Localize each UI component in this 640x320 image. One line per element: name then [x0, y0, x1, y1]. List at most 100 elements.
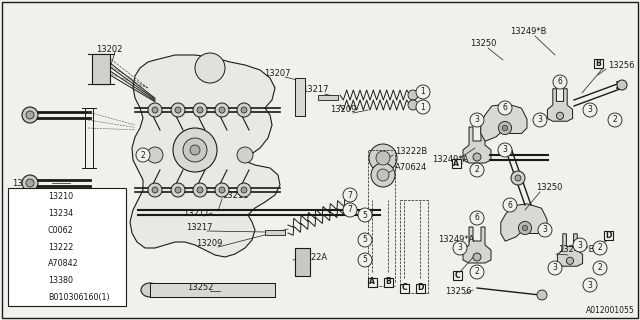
Circle shape — [343, 188, 357, 202]
Circle shape — [173, 128, 217, 172]
Circle shape — [470, 163, 484, 177]
Text: C: C — [401, 284, 407, 292]
Circle shape — [20, 224, 32, 236]
Circle shape — [241, 107, 247, 113]
Circle shape — [593, 261, 607, 275]
Circle shape — [498, 143, 512, 157]
Bar — [604, 230, 612, 239]
Text: 2: 2 — [141, 150, 145, 159]
Circle shape — [20, 258, 32, 270]
Circle shape — [343, 203, 357, 217]
Circle shape — [171, 103, 185, 117]
Circle shape — [22, 107, 38, 123]
Text: 13250: 13250 — [536, 183, 563, 193]
Text: 5: 5 — [363, 236, 367, 244]
Text: 13234: 13234 — [48, 209, 73, 218]
Text: 3: 3 — [588, 281, 593, 290]
Circle shape — [537, 290, 547, 300]
Bar — [295, 248, 310, 276]
Circle shape — [470, 265, 484, 279]
Text: 6: 6 — [24, 278, 28, 284]
Text: 2: 2 — [612, 116, 618, 124]
Text: 1: 1 — [24, 193, 28, 199]
Circle shape — [376, 151, 390, 165]
Circle shape — [503, 198, 517, 212]
Text: 3: 3 — [475, 116, 479, 124]
Text: 2: 2 — [24, 210, 28, 216]
Text: 3: 3 — [543, 226, 547, 235]
Bar — [265, 230, 285, 235]
Circle shape — [152, 187, 158, 193]
Circle shape — [215, 183, 229, 197]
Circle shape — [175, 187, 181, 193]
Text: 1: 1 — [420, 87, 426, 97]
Circle shape — [215, 103, 229, 117]
Text: 13380: 13380 — [48, 276, 73, 285]
Text: A: A — [369, 277, 375, 286]
Circle shape — [197, 107, 203, 113]
Bar — [451, 158, 461, 167]
Circle shape — [20, 275, 32, 287]
Text: 2: 2 — [598, 263, 602, 273]
Text: 3: 3 — [24, 227, 28, 233]
Text: 7: 7 — [348, 190, 353, 199]
Text: 3: 3 — [458, 244, 463, 252]
Bar — [8, 188, 126, 306]
Text: 4: 4 — [24, 244, 28, 250]
Circle shape — [608, 113, 622, 127]
Circle shape — [237, 147, 253, 163]
Text: 3: 3 — [552, 263, 557, 273]
Text: 6: 6 — [508, 201, 513, 210]
Circle shape — [515, 175, 521, 181]
Circle shape — [499, 121, 511, 135]
Circle shape — [219, 107, 225, 113]
Circle shape — [241, 187, 247, 193]
Ellipse shape — [141, 283, 159, 297]
Text: 2: 2 — [475, 165, 479, 174]
Text: 13252: 13252 — [187, 284, 213, 292]
Bar — [150, 283, 275, 297]
Circle shape — [583, 278, 597, 292]
Circle shape — [502, 125, 508, 131]
Bar — [593, 59, 602, 68]
Text: C: C — [454, 270, 460, 279]
Text: D: D — [417, 284, 423, 292]
Text: 13249*B: 13249*B — [510, 28, 547, 36]
Text: A: A — [453, 158, 459, 167]
Polygon shape — [481, 104, 527, 141]
Circle shape — [408, 100, 418, 110]
Text: B010306160(1): B010306160(1) — [48, 293, 109, 302]
Text: 13222B: 13222B — [395, 148, 428, 156]
Circle shape — [193, 103, 207, 117]
Text: 1: 1 — [420, 102, 426, 111]
Circle shape — [22, 175, 38, 191]
Text: 13209: 13209 — [196, 239, 222, 249]
Circle shape — [416, 85, 430, 99]
Circle shape — [20, 292, 32, 304]
Text: A70842: A70842 — [48, 259, 79, 268]
Circle shape — [136, 148, 150, 162]
Circle shape — [358, 233, 372, 247]
Circle shape — [148, 103, 162, 117]
Circle shape — [593, 241, 607, 255]
Circle shape — [148, 183, 162, 197]
Text: 13222: 13222 — [48, 243, 74, 252]
Circle shape — [453, 241, 467, 255]
Circle shape — [195, 53, 225, 83]
Bar — [92, 54, 110, 84]
Circle shape — [408, 90, 418, 100]
Circle shape — [498, 101, 512, 115]
Circle shape — [566, 257, 573, 264]
Text: 13201: 13201 — [12, 179, 38, 188]
Text: C0062: C0062 — [48, 226, 74, 235]
Text: 13250: 13250 — [470, 39, 497, 49]
Text: 6: 6 — [502, 103, 508, 113]
Text: 13211: 13211 — [222, 190, 248, 199]
Text: B: B — [385, 277, 391, 286]
Circle shape — [190, 145, 200, 155]
Text: B: B — [595, 59, 601, 68]
Circle shape — [20, 207, 32, 219]
Bar — [295, 78, 305, 116]
Text: 5: 5 — [24, 261, 28, 267]
Bar — [399, 284, 408, 292]
